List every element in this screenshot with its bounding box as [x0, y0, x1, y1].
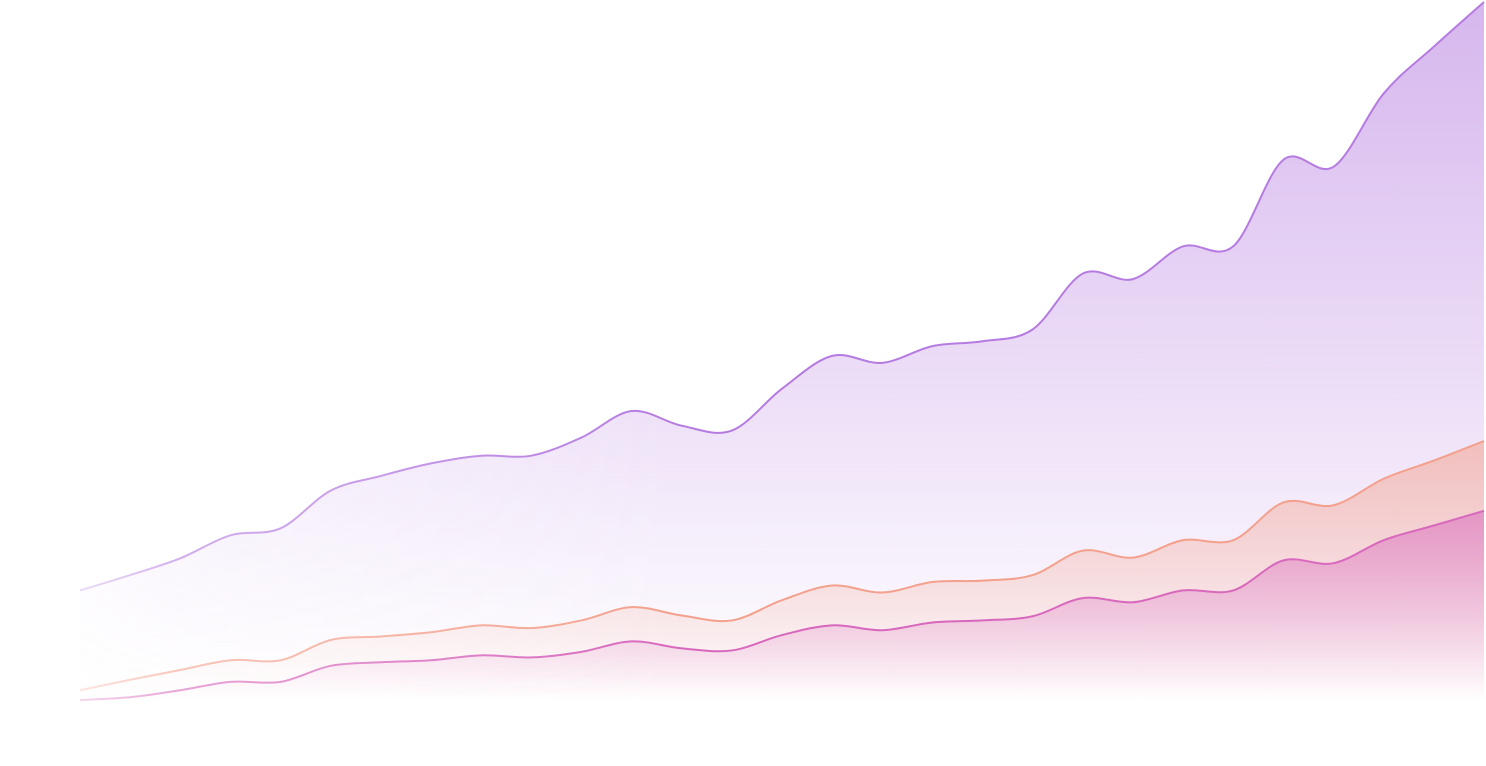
plot-area	[79, 1, 1485, 701]
area-fill	[80, 510, 1484, 700]
area-line	[79, 509, 1485, 701]
area-fill	[80, 2, 1484, 700]
area-line	[79, 440, 1485, 692]
area-line	[79, 1, 1485, 592]
